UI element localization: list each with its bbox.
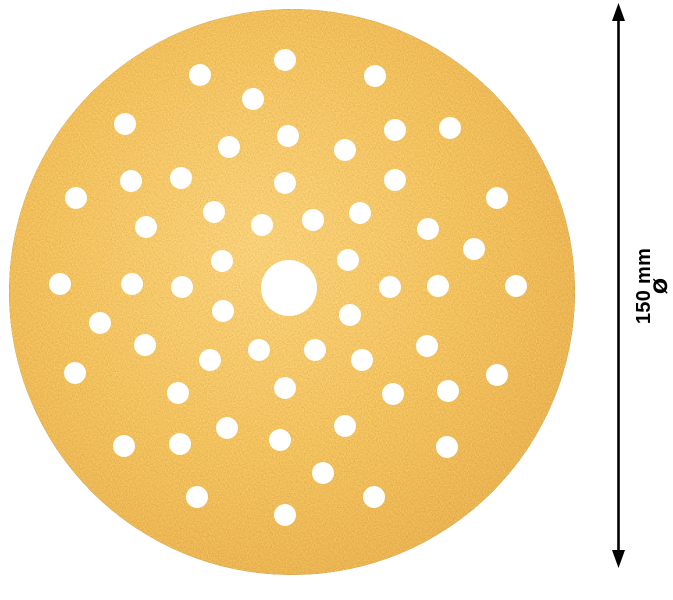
dust-extraction-hole [505,275,527,297]
dust-extraction-hole [436,436,458,458]
dust-extraction-hole [134,334,156,356]
diameter-dimension: 150 mm Ø [612,3,672,568]
dust-extraction-hole [274,172,296,194]
dust-extraction-hole [169,433,191,455]
dust-extraction-hole [437,380,459,402]
dust-extraction-hole [212,300,234,322]
dust-extraction-hole [274,49,296,71]
dust-extraction-hole [349,202,371,224]
dust-extraction-hole-pattern [49,49,527,526]
dust-extraction-hole [364,65,386,87]
dust-extraction-hole [248,339,270,361]
dust-extraction-hole [417,218,439,240]
dimension-arrow-top-icon [612,3,625,21]
dust-extraction-hole [337,249,359,271]
dimension-arrow-bottom-icon [612,550,625,568]
dust-extraction-hole [269,429,291,451]
dust-extraction-hole [351,349,373,371]
dust-extraction-hole [379,276,401,298]
dust-extraction-hole [65,187,87,209]
diameter-value-label: 150 mm [633,248,655,324]
dust-extraction-hole [186,486,208,508]
dust-extraction-hole [135,216,157,238]
dust-extraction-hole [167,382,189,404]
dust-extraction-hole [114,113,136,135]
dust-extraction-hole [89,312,111,334]
dust-extraction-hole [49,273,71,295]
dust-extraction-hole [384,119,406,141]
dust-extraction-hole [339,304,361,326]
dust-extraction-hole [463,238,485,260]
dust-extraction-hole [439,117,461,139]
dust-extraction-hole [216,417,238,439]
dust-extraction-hole [203,201,225,223]
dust-extraction-hole [486,364,508,386]
dust-extraction-hole [218,136,240,158]
dust-extraction-hole [274,377,296,399]
dust-extraction-hole [416,335,438,357]
dust-extraction-hole [113,435,135,457]
dust-extraction-hole [64,362,86,384]
dust-extraction-hole [274,504,296,526]
dust-extraction-hole [334,415,356,437]
dust-extraction-hole [199,349,221,371]
dust-extraction-hole [427,275,449,297]
dust-extraction-hole [304,339,326,361]
dust-extraction-hole [242,88,264,110]
dust-extraction-hole [251,214,273,236]
dust-extraction-hole [211,250,233,272]
dust-extraction-hole [277,125,299,147]
dust-extraction-hole [382,383,404,405]
dust-extraction-hole [312,462,334,484]
diameter-symbol: Ø [650,278,672,294]
dimension-labels: 150 mm Ø [633,248,672,324]
dust-extraction-hole [363,486,385,508]
dust-extraction-hole [302,209,324,231]
dust-extraction-hole [384,169,406,191]
dust-extraction-hole [120,170,142,192]
dust-extraction-hole [486,187,508,209]
dust-extraction-hole [189,64,211,86]
dust-extraction-hole [121,273,143,295]
dust-extraction-hole [334,139,356,161]
dust-extraction-hole [170,167,192,189]
center-hole [261,260,317,316]
dust-extraction-hole [171,276,193,298]
